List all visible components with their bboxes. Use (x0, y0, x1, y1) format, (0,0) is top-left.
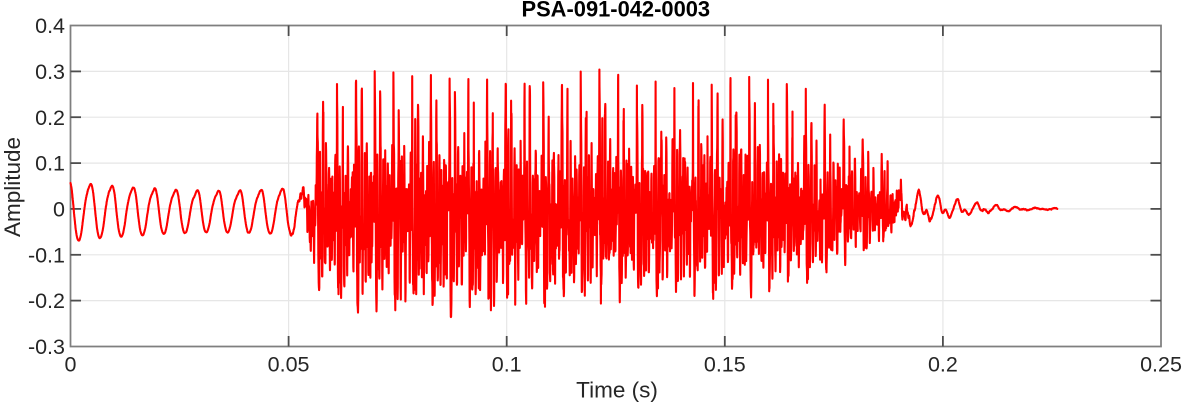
svg-text:0.2: 0.2 (35, 106, 65, 130)
svg-text:0.05: 0.05 (268, 353, 310, 377)
svg-text:0: 0 (53, 198, 65, 222)
svg-text:0.3: 0.3 (35, 60, 65, 84)
svg-text:-0.2: -0.2 (28, 289, 65, 313)
svg-text:0: 0 (65, 353, 77, 377)
svg-text:0.2: 0.2 (928, 353, 958, 377)
svg-text:Time (s): Time (s) (576, 378, 658, 403)
svg-text:0.1: 0.1 (35, 152, 65, 176)
svg-text:0.4: 0.4 (35, 14, 65, 38)
svg-text:Amplitude: Amplitude (0, 137, 25, 237)
svg-text:PSA-091-042-0003: PSA-091-042-0003 (521, 0, 710, 22)
svg-text:0.1: 0.1 (492, 353, 522, 377)
svg-text:0.15: 0.15 (704, 353, 746, 377)
svg-text:-0.3: -0.3 (28, 335, 65, 359)
svg-text:0.25: 0.25 (1140, 353, 1182, 377)
svg-text:-0.1: -0.1 (28, 243, 65, 267)
